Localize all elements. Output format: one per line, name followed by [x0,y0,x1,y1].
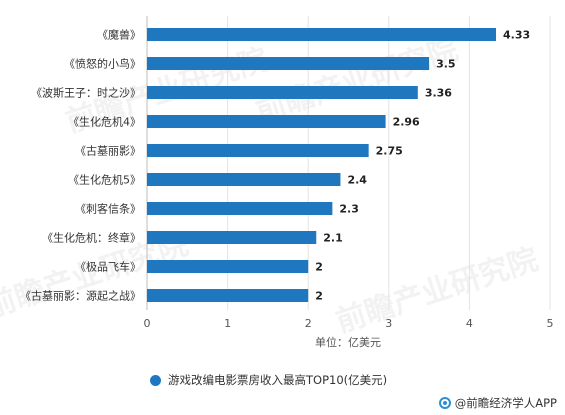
x-tick-label: 5 [547,317,554,330]
category-label: 《魔兽》 [97,28,141,42]
data-label: 4.33 [503,29,530,42]
legend-marker [150,374,161,386]
x-tick-label: 1 [224,317,231,330]
category-label: 《愤怒的小鸟》 [64,57,141,71]
qianzhan-logo-icon [438,397,451,409]
source-credit: @前瞻经济学人APP [438,395,557,411]
legend-label: 游戏改编电影票房收入最高TOP10(亿美元) [168,373,388,387]
bar [147,144,369,157]
data-label: 3.5 [436,58,456,71]
category-label: 《生化危机5》 [68,173,141,187]
category-label: 《生化危机：终章》 [42,231,141,245]
category-label: 《古墓丽影：源起之战》 [20,289,141,303]
x-tick-label: 4 [466,317,473,330]
bar [147,57,430,70]
data-label: 2.4 [347,174,367,187]
category-label: 《波斯王子：时之沙》 [31,86,141,100]
bar [147,115,386,128]
category-label: 《生化危机4》 [68,115,141,129]
bar [147,202,333,215]
bars [147,28,496,302]
data-label: 2.96 [393,116,420,129]
legend: 游戏改编电影票房收入最高TOP10(亿美元) [150,371,387,389]
category-label: 《刺客信条》 [75,202,141,216]
data-label: 3.36 [425,87,452,100]
value-labels: 4.33 3.5 3.36 2.96 2.75 2.4 2.3 2.1 2 2 [315,29,530,303]
category-labels: 《魔兽》《愤怒的小鸟》《波斯王子：时之沙》《生化危机4》《古墓丽影》《生化危机5… [20,28,141,303]
x-axis-label: 单位：亿美元 [315,335,381,349]
bar [147,173,341,186]
x-tick-label: 3 [385,317,392,330]
data-label: 2 [315,261,323,274]
data-label: 2.1 [323,232,343,245]
x-tick-label: 0 [144,317,151,330]
bar [147,289,309,302]
bar [147,28,496,41]
bar [147,260,309,273]
data-label: 2.3 [339,203,359,216]
x-tick-labels: 0 1 2 3 4 5 [144,317,554,330]
x-tick-label: 2 [305,317,312,330]
watermark-text: 前瞻产业研究院 [332,242,543,340]
bar [147,86,418,99]
data-label: 2.75 [376,145,403,158]
category-label: 《极品飞车》 [75,260,141,274]
bar [147,231,317,244]
category-label: 《古墓丽影》 [75,145,141,158]
data-label: 2 [315,290,323,303]
source-text: @前瞻经济学人APP [454,396,557,410]
